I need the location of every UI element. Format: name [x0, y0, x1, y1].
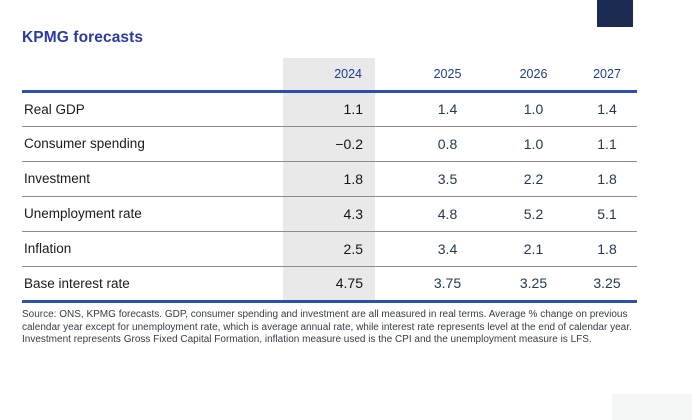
- cell-2024: −0.2: [283, 126, 375, 162]
- cell-2026: 5.2: [490, 196, 577, 232]
- column-header-2024: 2024: [283, 58, 375, 93]
- cell-2025: 3.75: [405, 266, 490, 303]
- cell-2024: 2.5: [283, 231, 375, 267]
- cell-2024: 4.75: [283, 266, 375, 303]
- row-label: Investment: [22, 161, 283, 197]
- cell-2026: 2.1: [490, 231, 577, 267]
- column-header-2027: 2027: [577, 58, 637, 93]
- row-label: Consumer spending: [22, 126, 283, 162]
- cell-2024: 1.1: [283, 91, 375, 127]
- source-footnote: Source: ONS, KPMG forecasts. GDP, consum…: [22, 309, 632, 346]
- forecast-table: 2024 2025 2026 2027 Real GDP 1.1 1.4 1.0…: [22, 58, 637, 303]
- cell-spacer: [375, 91, 405, 127]
- cell-spacer: [375, 196, 405, 232]
- cell-2027: 1.8: [577, 161, 637, 197]
- cell-2025: 1.4: [405, 91, 490, 127]
- cell-2027: 1.1: [577, 126, 637, 162]
- header-spacer: [375, 58, 405, 93]
- row-label: Base interest rate: [22, 266, 283, 303]
- table-row: Consumer spending −0.2 0.8 1.0 1.1: [22, 126, 637, 162]
- cell-2027: 1.4: [577, 91, 637, 127]
- table-row: Real GDP 1.1 1.4 1.0 1.4: [22, 91, 637, 127]
- cell-2025: 4.8: [405, 196, 490, 232]
- corner-watermark: [612, 394, 692, 420]
- cell-spacer: [375, 266, 405, 303]
- cell-2024: 4.3: [283, 196, 375, 232]
- cell-2026: 3.25: [490, 266, 577, 303]
- cell-2024: 1.8: [283, 161, 375, 197]
- cell-spacer: [375, 231, 405, 267]
- table-row: Unemployment rate 4.3 4.8 5.2 5.1: [22, 196, 637, 232]
- row-label: Unemployment rate: [22, 196, 283, 232]
- row-label: Real GDP: [22, 91, 283, 127]
- row-label: Inflation: [22, 231, 283, 267]
- header-row: 2024 2025 2026 2027: [22, 58, 637, 93]
- cell-2027: 1.8: [577, 231, 637, 267]
- table-row: Investment 1.8 3.5 2.2 1.8: [22, 161, 637, 197]
- column-header-2025: 2025: [405, 58, 490, 93]
- header-blank: [22, 58, 283, 93]
- brand-corner-bar: [597, 0, 633, 27]
- cell-2027: 5.1: [577, 196, 637, 232]
- cell-2025: 3.4: [405, 231, 490, 267]
- cell-2025: 0.8: [405, 126, 490, 162]
- cell-spacer: [375, 161, 405, 197]
- forecast-table-container: 2024 2025 2026 2027 Real GDP 1.1 1.4 1.0…: [22, 58, 637, 303]
- page-title: KPMG forecasts: [22, 29, 144, 46]
- cell-2025: 3.5: [405, 161, 490, 197]
- cell-2026: 1.0: [490, 91, 577, 127]
- cell-2026: 2.2: [490, 161, 577, 197]
- column-header-2026: 2026: [490, 58, 577, 93]
- cell-2026: 1.0: [490, 126, 577, 162]
- cell-spacer: [375, 126, 405, 162]
- cell-2027: 3.25: [577, 266, 637, 303]
- table-row: Base interest rate 4.75 3.75 3.25 3.25: [22, 266, 637, 303]
- table-row: Inflation 2.5 3.4 2.1 1.8: [22, 231, 637, 267]
